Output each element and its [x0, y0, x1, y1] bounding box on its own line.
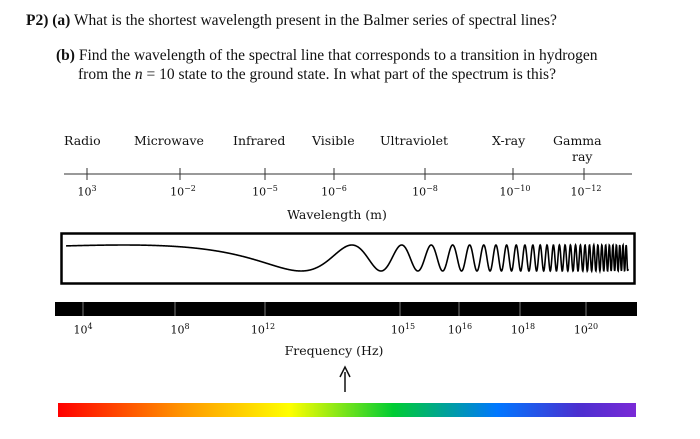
frequency-bar-ticks: [82, 302, 587, 316]
fq-label-7: 1020: [573, 322, 599, 337]
visible-spectrum-bar: [58, 403, 636, 417]
wavelength-axis-title: Wavelength (m): [287, 207, 387, 222]
wl-label-2: 10−2: [170, 184, 196, 199]
wl-label-7: 10−12: [570, 184, 602, 199]
part-b-text2a: from the: [78, 66, 135, 83]
question-part-b-line1: (b) Find the wavelength of the spectral …: [56, 46, 598, 65]
fq-label-3: 1012: [250, 322, 276, 337]
region-xray: X-ray: [492, 133, 526, 148]
question-part-b-line2: from the n = 10 state to the ground stat…: [78, 65, 556, 84]
region-radio: Radio: [64, 133, 101, 148]
wl-label-3: 10−5: [252, 184, 278, 199]
frequency-bar: [55, 302, 637, 316]
region-gamma-ray: ray: [572, 149, 593, 164]
part-a-prefix: P2) (a): [26, 12, 71, 29]
region-ultraviolet: Ultraviolet: [380, 133, 448, 148]
fq-label-1: 104: [73, 322, 93, 337]
fq-label-4: 1015: [390, 322, 416, 337]
wl-label-4: 10−6: [321, 184, 347, 199]
wavelength-axis-ticks: [86, 168, 585, 180]
region-microwave: Microwave: [134, 133, 204, 148]
part-b-prefix: (b): [56, 47, 75, 64]
visible-arrow-head: [339, 365, 351, 378]
part-b-text2b: = 10 state to the ground state. In what …: [142, 66, 556, 83]
part-b-n-variable: n: [134, 66, 143, 83]
region-infrared: Infrared: [233, 133, 286, 148]
wl-label-6: 10−10: [499, 184, 531, 199]
part-b-text1: Find the wavelength of the spectral line…: [74, 47, 598, 64]
region-visible: Visible: [312, 133, 355, 148]
frequency-axis-title: Frequency (Hz): [284, 343, 384, 358]
wl-label-5: 10−8: [412, 184, 438, 199]
wl-label-1: 103: [77, 184, 97, 199]
question-part-a: P2) (a) What is the shortest wavelength …: [26, 11, 557, 30]
wave-box: [60, 232, 636, 285]
chirp-wave: [66, 242, 629, 275]
fq-label-5: 1016: [447, 322, 473, 337]
region-gamma: Gamma: [553, 133, 602, 148]
part-a-text: What is the shortest wavelength present …: [70, 12, 557, 29]
fq-label-2: 108: [170, 322, 190, 337]
fq-label-6: 1018: [510, 322, 536, 337]
